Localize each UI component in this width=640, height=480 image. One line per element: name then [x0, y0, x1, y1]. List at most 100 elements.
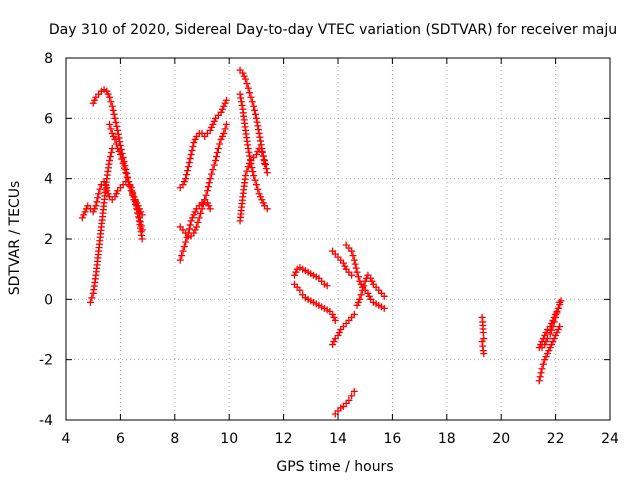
data-point [95, 190, 103, 198]
data-point [557, 297, 565, 305]
data-point [187, 151, 195, 159]
data-point [553, 329, 561, 337]
data-point [176, 256, 184, 264]
data-point [114, 145, 122, 152]
data-point [543, 350, 551, 358]
data-point [237, 98, 245, 106]
series-track-m [290, 280, 339, 324]
data-point [541, 356, 549, 364]
data-point [138, 211, 146, 219]
data-point [380, 292, 388, 300]
data-point [546, 330, 554, 338]
series-track-e [106, 120, 146, 219]
data-point [106, 153, 114, 161]
data-point [550, 318, 558, 326]
data-point [256, 133, 264, 141]
x-tick-label: 20 [492, 431, 510, 447]
data-point [108, 102, 116, 110]
data-point [135, 213, 143, 221]
data-point [246, 89, 254, 97]
data-point [352, 264, 360, 272]
data-point [123, 173, 131, 181]
x-tick-label: 4 [62, 431, 71, 447]
data-point [191, 208, 199, 216]
data-point [190, 211, 198, 219]
data-point [549, 322, 557, 330]
data-point [261, 161, 269, 169]
data-point [543, 335, 551, 343]
data-point [329, 310, 337, 318]
data-point [259, 199, 267, 207]
series-track-t [535, 322, 564, 385]
data-point [242, 75, 250, 83]
data-point [131, 196, 139, 204]
data-point [380, 304, 388, 312]
data-point [296, 286, 304, 294]
data-point [212, 157, 220, 165]
data-point [350, 310, 358, 318]
series-track-n [329, 247, 356, 279]
data-point [180, 178, 188, 186]
x-tick-label: 24 [601, 431, 619, 447]
data-point [550, 335, 558, 343]
data-point [245, 148, 253, 156]
data-point [112, 140, 120, 148]
data-point [244, 84, 252, 92]
data-point [89, 208, 97, 216]
data-point [81, 208, 89, 216]
data-point [182, 238, 190, 246]
data-point [341, 262, 349, 270]
data-point [331, 316, 339, 324]
data-point [190, 229, 198, 237]
data-point [80, 211, 88, 219]
data-point [251, 106, 259, 114]
data-point [239, 69, 247, 77]
data-point [248, 164, 256, 172]
y-tick-label: -2 [39, 353, 53, 369]
data-point [220, 102, 228, 110]
data-point [183, 233, 191, 241]
data-point [541, 341, 549, 349]
data-point [348, 247, 356, 255]
data-point [125, 178, 133, 186]
data-point [188, 214, 196, 222]
data-point [199, 200, 207, 208]
data-point [242, 172, 250, 180]
series-track-d [89, 86, 146, 243]
data-point [202, 191, 210, 199]
y-tick-label: 6 [44, 111, 53, 127]
data-point [183, 171, 191, 179]
data-point [351, 260, 359, 268]
data-point [330, 313, 338, 321]
data-point [244, 145, 252, 152]
data-point [217, 135, 225, 143]
data-point [221, 99, 229, 107]
data-point [180, 243, 188, 251]
data-point [206, 205, 214, 213]
data-point [354, 298, 362, 306]
data-point [103, 87, 111, 95]
data-point [91, 96, 99, 104]
data-point [361, 277, 369, 285]
data-point [542, 353, 550, 361]
data-point [545, 347, 553, 355]
data-point [89, 99, 97, 107]
series-track-v [538, 297, 565, 352]
data-point [107, 149, 115, 157]
data-point [210, 161, 218, 169]
x-tick-label: 6 [116, 431, 125, 447]
data-point [257, 141, 265, 149]
data-point [114, 126, 122, 134]
data-point [552, 313, 560, 321]
data-point [260, 156, 268, 164]
data-point [554, 304, 562, 312]
data-point [243, 167, 251, 175]
data-point [115, 148, 123, 156]
data-point [205, 202, 213, 210]
data-point [364, 289, 372, 297]
data-point [368, 277, 376, 285]
data-point [542, 329, 550, 337]
data-point [129, 190, 137, 198]
data-point [195, 214, 203, 222]
